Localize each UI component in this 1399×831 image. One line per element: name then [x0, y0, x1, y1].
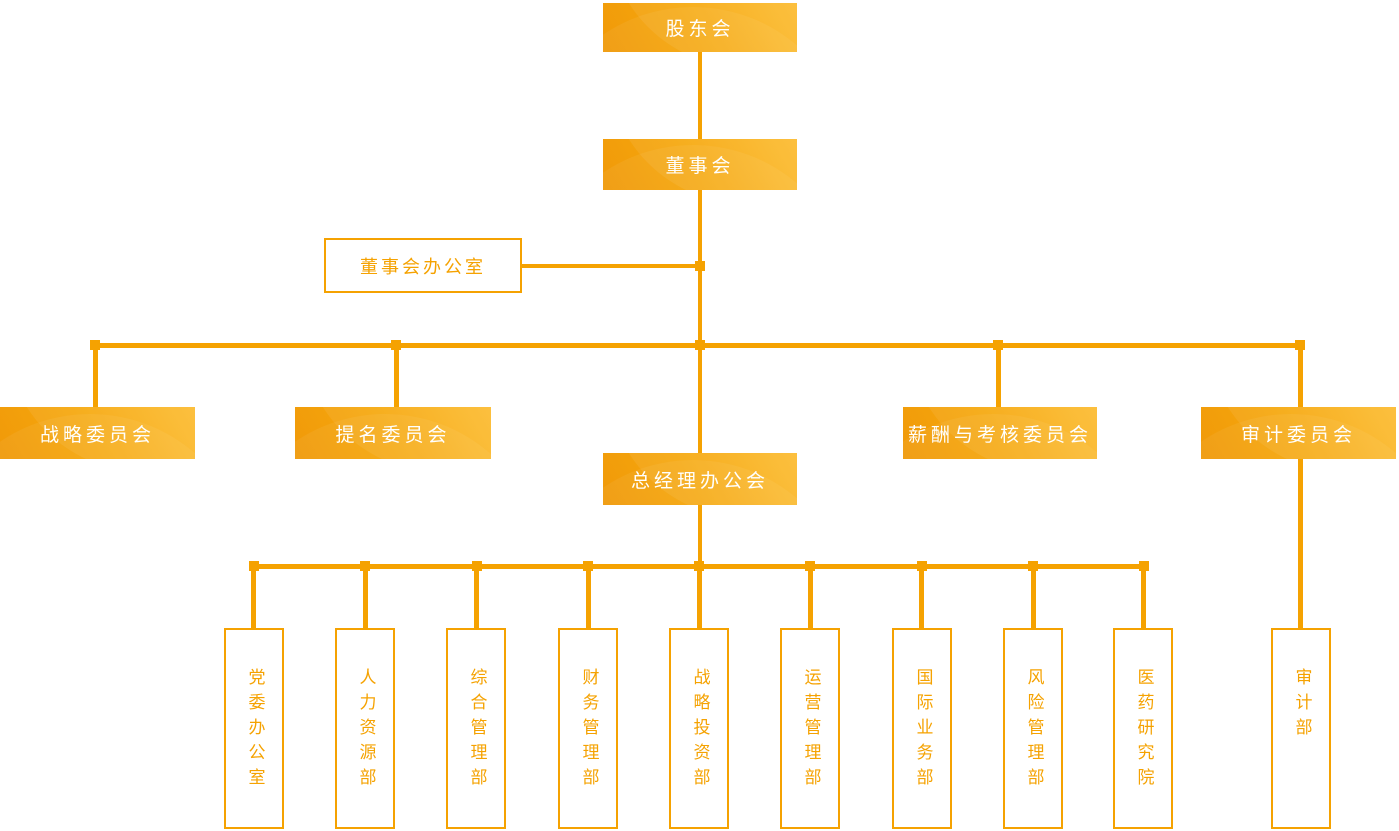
- org-box-dept-general-mgmt: 综合管理部: [446, 628, 506, 829]
- junction-strategy: [90, 340, 100, 350]
- connector-gm-down: [698, 505, 702, 566]
- stub-dept-2: [363, 566, 368, 628]
- stub-strategy: [93, 347, 98, 407]
- org-box-board-office: 董事会办公室: [324, 238, 522, 293]
- connector-board-office: [522, 264, 700, 268]
- stub-compensation: [996, 347, 1001, 407]
- org-box-dept-audit: 审计部: [1271, 628, 1331, 829]
- org-box-board: 董事会: [603, 139, 797, 190]
- dept-risk-label: 风险管理部: [1023, 668, 1044, 793]
- org-box-board-office-label: 董事会办公室: [360, 256, 486, 278]
- stub-dept-6: [808, 566, 813, 628]
- dept-general-mgmt-label: 综合管理部: [466, 668, 487, 793]
- connector-auditcommittee-auditdept: [1298, 459, 1303, 628]
- committee-strategy-label: 战略委员会: [39, 423, 155, 446]
- connector-center-gm: [698, 347, 702, 453]
- stub-dept-3: [474, 566, 479, 628]
- org-box-gm-office: 总经理办公会: [603, 453, 797, 505]
- dept-audit-label: 审计部: [1291, 668, 1312, 743]
- org-box-shareholders-label: 股东会: [665, 18, 735, 40]
- org-box-committee-compensation: 薪酬与考核委员会: [903, 407, 1097, 459]
- junction-audit-committee: [1295, 340, 1305, 350]
- junction-nomination: [391, 340, 401, 350]
- org-box-board-label: 董事会: [665, 155, 735, 177]
- stub-audit-committee: [1298, 347, 1303, 407]
- gm-office-label: 总经理办公会: [630, 469, 769, 492]
- org-box-dept-hr: 人力资源部: [335, 628, 395, 829]
- org-box-dept-international: 国际业务部: [892, 628, 952, 829]
- committee-nomination-label: 提名委员会: [335, 423, 451, 446]
- junction-board-office: [695, 261, 705, 271]
- stub-dept-1: [251, 566, 256, 628]
- stub-dept-9: [1141, 566, 1146, 628]
- junction-compensation: [993, 340, 1003, 350]
- stub-dept-7: [919, 566, 924, 628]
- dept-international-label: 国际业务部: [912, 668, 933, 793]
- org-box-dept-pharma-research: 医药研究院: [1113, 628, 1173, 829]
- committee-audit-label: 审计委员会: [1240, 423, 1356, 446]
- org-box-dept-finance: 财务管理部: [558, 628, 618, 829]
- dept-finance-label: 财务管理部: [578, 668, 599, 793]
- stub-dept-4: [586, 566, 591, 628]
- org-box-dept-risk: 风险管理部: [1003, 628, 1063, 829]
- dept-party-office-label: 党委办公室: [244, 668, 265, 793]
- org-box-committee-audit: 审计委员会: [1201, 407, 1396, 459]
- dept-strategic-investment-label: 战略投资部: [689, 668, 710, 793]
- junction-center: [695, 340, 705, 350]
- org-box-committee-nomination: 提名委员会: [295, 407, 491, 459]
- connector-shareholders-board: [698, 52, 702, 139]
- stub-dept-8: [1031, 566, 1036, 628]
- org-box-dept-strategic-investment: 战略投资部: [669, 628, 729, 829]
- org-box-committee-strategy: 战略委员会: [0, 407, 195, 459]
- org-box-dept-party-office: 党委办公室: [224, 628, 284, 829]
- org-box-shareholders: 股东会: [603, 3, 797, 52]
- committee-compensation-label: 薪酬与考核委员会: [907, 423, 1092, 446]
- stub-dept-5: [697, 566, 702, 628]
- dept-operations-label: 运营管理部: [800, 668, 821, 793]
- dept-pharma-research-label: 医药研究院: [1133, 668, 1154, 793]
- stub-nomination: [394, 347, 399, 407]
- dept-hr-label: 人力资源部: [355, 668, 376, 793]
- org-box-dept-operations: 运营管理部: [780, 628, 840, 829]
